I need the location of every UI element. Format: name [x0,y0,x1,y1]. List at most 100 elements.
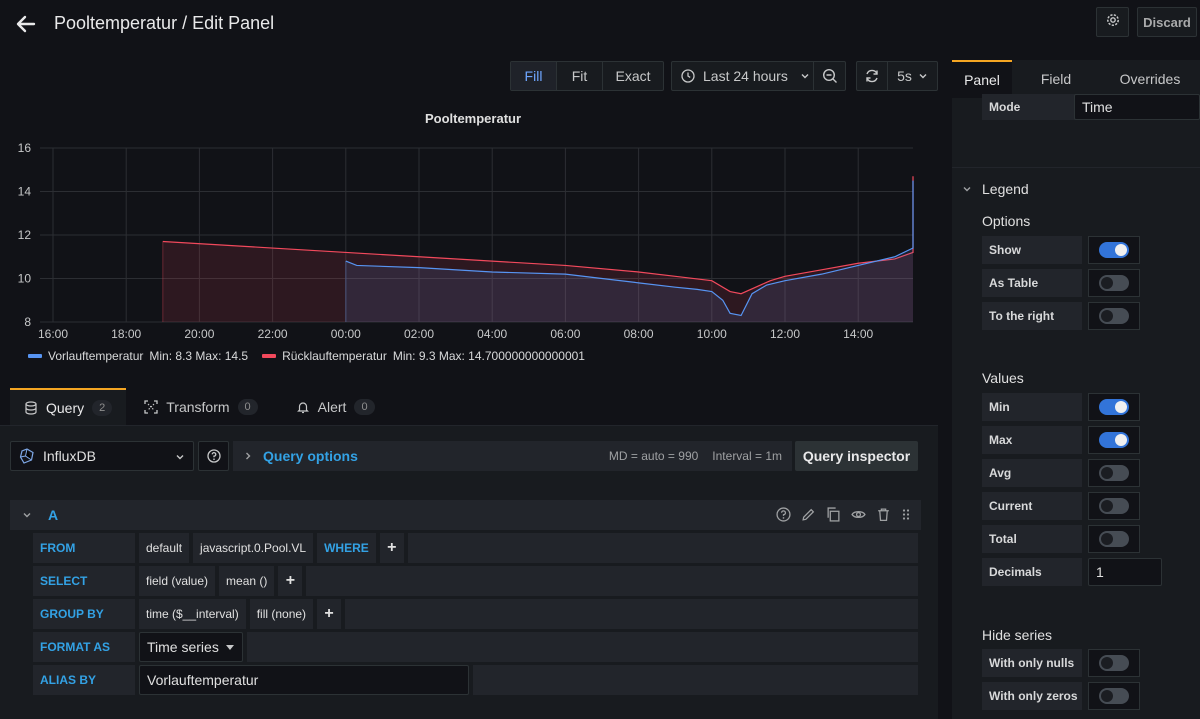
mode-input[interactable]: Time [1074,94,1200,120]
chevron-down-icon [918,71,928,81]
options-divider [952,167,1200,168]
total-toggle[interactable] [1088,525,1140,553]
tab-field[interactable]: Field [1040,71,1072,87]
avg-toggle[interactable] [1088,459,1140,487]
chart-legend: Vorlauftemperatur Min: 8.3 Max: 14.5 Rüc… [28,349,585,363]
switch-knob-icon [1099,242,1129,258]
query-row-header[interactable]: A [10,500,921,530]
query-row-letter: A [48,507,59,523]
page-title: Pooltemperatur / Edit Panel [54,13,275,33]
legend-series-stats: Min: 8.3 Max: 14.5 [149,349,249,363]
only-nulls-toggle[interactable] [1088,649,1140,677]
alias-input[interactable]: Vorlauftemperatur [139,665,469,695]
time-series-chart[interactable]: 8 10 12 14 16 16:00 18:00 20:00 22:00 00:00 02:00 0… [0,135,946,345]
question-circle-icon[interactable] [776,507,791,522]
from-keyword: FROM [33,533,135,563]
x-tick-label: 08:00 [624,327,654,341]
as-table-label: As Table [982,269,1082,297]
x-tick-label: 22:00 [258,327,288,341]
x-tick-label: 18:00 [111,327,141,341]
refresh-button[interactable] [857,62,888,90]
function-segment[interactable]: mean () [219,566,275,596]
fill-segment[interactable]: fill (none) [249,599,314,629]
exact-button[interactable]: Exact [615,68,651,84]
legend-section-header[interactable]: Legend [962,181,1029,197]
eye-icon[interactable] [851,507,866,522]
tab-panel[interactable]: Panel [952,60,1012,98]
format-as-value: Time series [147,639,219,655]
y-tick-label: 10 [18,272,32,286]
time-interval-segment[interactable]: time ($__interval) [139,599,246,629]
row-filler [345,599,918,629]
help-button[interactable] [198,441,229,471]
field-segment[interactable]: field (value) [139,566,216,596]
legend-series-name: Vorlauftemperatur [48,349,144,363]
switch-knob-icon [1099,399,1129,415]
show-toggle[interactable] [1088,236,1140,264]
min-label: Min [982,393,1082,421]
tab-overrides[interactable]: Overrides [1119,71,1181,87]
max-data-points-info: MD = auto = 990 [608,449,699,463]
top-bar: Pooltemperatur / Edit Panel Discard [0,0,1200,48]
measurement-segment[interactable]: javascript.0.Pool.VL [193,533,314,563]
max-toggle[interactable] [1088,426,1140,454]
chart-title: Pooltemperatur [424,111,522,126]
trash-icon[interactable] [876,507,891,522]
row-filler [473,665,918,695]
interval-info: Interval = 1m [712,449,782,463]
question-circle-icon [206,449,221,463]
tab-alert[interactable]: Alert 0 [282,388,389,426]
add-group-by-button[interactable]: + [317,599,342,629]
switch-knob-icon [1099,465,1129,481]
row-filler [247,632,918,662]
pencil-icon[interactable] [801,507,816,522]
only-zeros-toggle[interactable] [1088,682,1140,710]
switch-knob-icon [1099,688,1129,704]
back-arrow-icon[interactable] [14,12,38,36]
datasource-select[interactable]: InfluxDB [10,441,194,471]
add-where-button[interactable]: + [379,533,404,563]
x-tick-label: 14:00 [843,327,873,341]
legend-item-vorlauf[interactable]: Vorlauftemperatur Min: 8.3 Max: 14.5 [28,349,248,363]
zoom-out-button[interactable] [814,62,845,90]
row-filler [407,533,918,563]
where-keyword: WHERE [317,533,376,563]
current-toggle[interactable] [1088,492,1140,520]
options-tabs: Panel Field Overrides [952,60,1200,98]
query-format-row: FORMAT AS Time series [33,632,918,662]
fill-button[interactable]: Fill [511,62,557,90]
influxdb-icon [19,448,35,464]
tab-transform[interactable]: Transform 0 [130,388,271,426]
drag-handle-icon[interactable] [901,507,911,522]
settings-button[interactable] [1096,7,1129,37]
to-the-right-label: To the right [982,302,1082,330]
y-tick-label: 16 [18,141,32,155]
mode-label: Mode [982,94,1082,120]
tab-query[interactable]: Query 2 [10,388,127,426]
clock-icon [681,69,695,83]
decimals-input[interactable]: 1 [1088,558,1162,586]
format-as-select[interactable]: Time series [139,632,243,662]
copy-icon[interactable] [826,507,841,522]
refresh-interval-select[interactable]: 5s [888,62,937,90]
discard-button[interactable]: Discard [1137,7,1197,37]
add-select-button[interactable]: + [278,566,303,596]
query-inspector-button[interactable]: Query inspector [795,441,918,471]
time-range-button[interactable]: Last 24 hours [672,62,815,90]
switch-knob-icon [1099,432,1129,448]
series-area-0 [345,180,913,322]
retention-policy-segment[interactable]: default [139,533,190,563]
as-table-toggle[interactable] [1088,269,1140,297]
fill-mode-group: Fill Fit Exact [510,61,664,91]
switch-knob-icon [1099,655,1129,671]
legend-item-ruecklauf[interactable]: Rücklauftemperatur Min: 9.3 Max: 14.7000… [262,349,585,363]
max-label: Max [982,426,1082,454]
query-options-toggle[interactable]: Query options MD = auto = 990 Interval =… [233,441,792,471]
fit-button[interactable]: Fit [557,62,603,90]
legend-series-name: Rücklauftemperatur [282,349,387,363]
to-the-right-toggle[interactable] [1088,302,1140,330]
x-tick-label: 12:00 [770,327,800,341]
query-row-actions [776,507,911,522]
only-nulls-label: With only nulls [982,649,1082,677]
min-toggle[interactable] [1088,393,1140,421]
